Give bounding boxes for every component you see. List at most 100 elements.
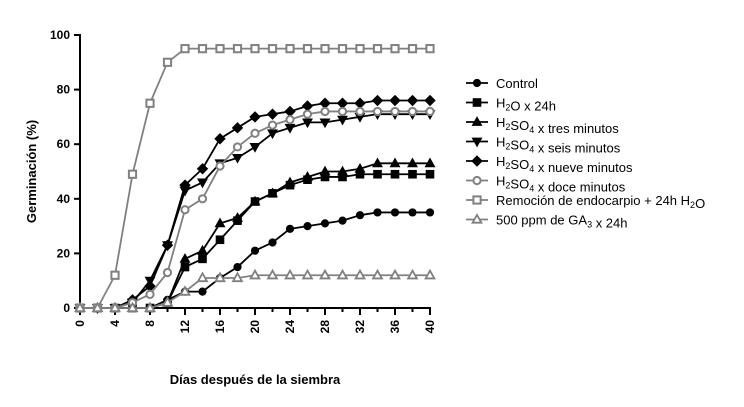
data-point: [371, 94, 384, 107]
x-tick-label: 12: [178, 320, 192, 334]
legend-marker: [471, 213, 483, 224]
data-point: [373, 169, 382, 179]
data-point: [355, 106, 365, 117]
series-3: [74, 157, 436, 312]
legend-label: H2SO4 x seis minutos: [496, 135, 621, 156]
x-tick-label: 8: [143, 320, 157, 327]
legend-marker: [471, 116, 483, 126]
x-tick-label: 4: [108, 320, 122, 327]
data-point: [337, 106, 348, 117]
data-point: [197, 178, 208, 189]
data-point: [284, 268, 296, 280]
data-point: [197, 244, 208, 255]
data-point: [249, 268, 261, 280]
data-point: [215, 235, 225, 245]
data-point: [232, 44, 243, 54]
data-point: [319, 97, 331, 109]
legend-entry: H2SO4 x seis minutos: [466, 135, 621, 156]
data-point: [126, 301, 139, 313]
data-point: [407, 44, 418, 54]
legend-label: H2SO4 x nueve minutos: [496, 154, 633, 175]
legend-label: 500 ppm de GA3 x 24h: [496, 213, 628, 231]
data-point: [407, 157, 418, 168]
data-point: [320, 219, 330, 228]
data-point: [408, 169, 417, 179]
data-point: [390, 169, 400, 179]
series-5: [74, 94, 436, 314]
data-point: [268, 238, 277, 247]
legend-entry: Remoción de endocarpio + 24h H2O: [466, 193, 705, 211]
x-tick-label: 24: [283, 320, 297, 334]
data-point: [196, 163, 209, 175]
y-axis-title: Germinación (%): [24, 120, 39, 223]
data-point: [285, 224, 295, 233]
data-point: [249, 143, 261, 153]
series-7: [75, 44, 435, 313]
data-point: [162, 267, 173, 278]
data-point: [424, 94, 436, 107]
data-point: [319, 165, 331, 176]
data-point: [372, 157, 383, 168]
y-tick-label: 100: [50, 28, 70, 42]
data-point: [231, 271, 244, 283]
data-point: [390, 44, 400, 54]
data-point: [371, 268, 384, 280]
legend-label: Control: [496, 76, 538, 91]
data-point: [372, 106, 383, 117]
legend-entry: H2O x 24h: [466, 96, 556, 114]
data-point: [144, 301, 156, 313]
series-line: [80, 173, 430, 309]
y-tick-label: 0: [63, 301, 70, 315]
data-point: [336, 97, 349, 109]
series-layer: [74, 44, 436, 314]
data-point: [389, 94, 401, 107]
series-line: [80, 211, 430, 309]
data-point: [355, 211, 365, 220]
data-point: [301, 100, 314, 112]
x-tick-label: 36: [388, 320, 402, 334]
data-point: [389, 268, 401, 280]
data-point: [161, 239, 174, 251]
data-point: [250, 44, 260, 54]
data-point: [214, 217, 226, 228]
data-point: [215, 44, 225, 54]
x-axis-title: Días después de la siembra: [170, 372, 341, 387]
x-tick-label: 0: [73, 320, 87, 327]
data-point: [284, 105, 296, 118]
data-point: [285, 115, 295, 125]
series-6: [75, 106, 435, 313]
data-point: [408, 208, 417, 217]
data-point: [214, 271, 226, 283]
data-point: [372, 44, 383, 54]
data-point: [337, 115, 348, 126]
legend-marker: [471, 137, 483, 148]
data-point: [336, 268, 349, 280]
data-point: [145, 98, 155, 108]
data-point: [197, 44, 208, 54]
data-point: [320, 44, 330, 54]
data-point: [425, 106, 435, 117]
legend-entry: H2SO4 x tres minutos: [466, 115, 619, 136]
data-point: [390, 208, 400, 217]
data-point: [214, 133, 226, 145]
data-point: [198, 254, 207, 264]
x-tick-label: 32: [353, 320, 367, 334]
data-point: [232, 153, 243, 164]
legend-marker: [472, 98, 482, 107]
data-point: [406, 94, 419, 107]
data-point: [284, 176, 296, 187]
x-tick-label: 20: [248, 320, 262, 334]
data-point: [285, 44, 295, 54]
data-point: [338, 216, 347, 225]
data-point: [180, 44, 190, 54]
legend-entry: H2SO4 x doce minutos: [466, 174, 626, 195]
data-point: [302, 109, 313, 119]
series-line: [80, 162, 430, 309]
data-point: [110, 270, 120, 280]
data-point: [198, 287, 207, 296]
series-8: [74, 268, 436, 313]
data-point: [179, 179, 191, 191]
x-tick-label: 16: [213, 320, 227, 334]
legend-marker: [471, 155, 483, 167]
